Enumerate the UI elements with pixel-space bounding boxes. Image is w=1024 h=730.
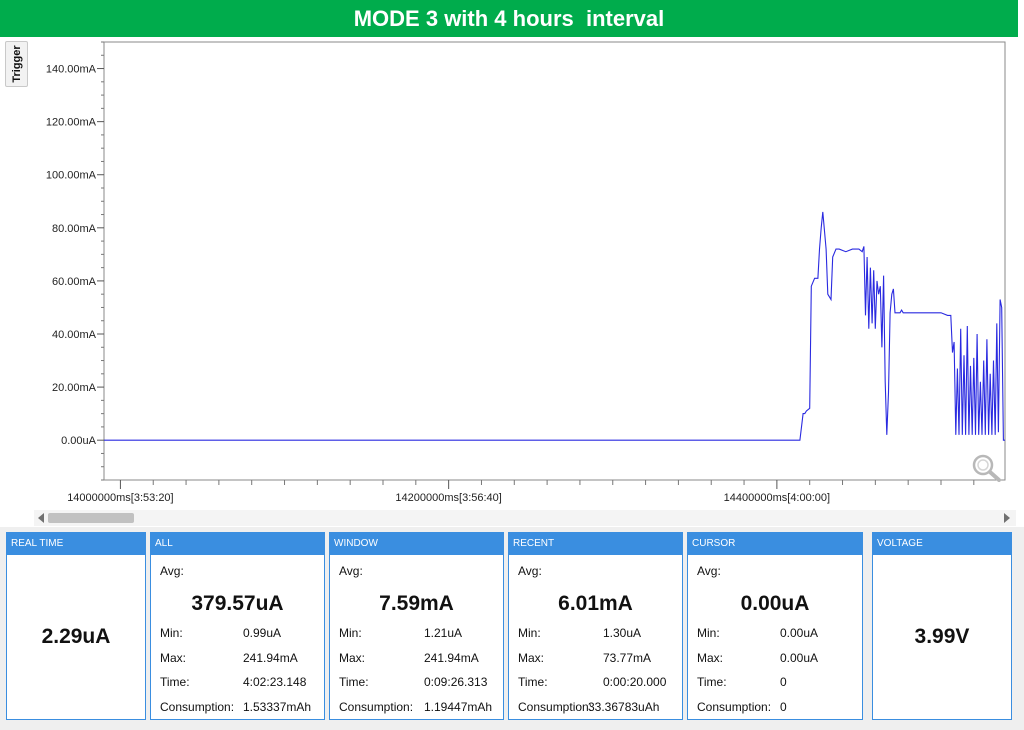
y-tick-label: 0.00uA	[61, 435, 97, 447]
min-label: Min:	[160, 626, 183, 640]
max-label: Max:	[697, 651, 724, 665]
panel-header: RECENT	[509, 533, 682, 555]
time-label: Time:	[339, 675, 369, 689]
avg-value: 7.59mA	[379, 592, 454, 615]
horizontal-scrollbar[interactable]	[34, 510, 1016, 526]
avg-label: Avg:	[518, 564, 542, 578]
min-value: 0.00uA	[780, 626, 819, 640]
realtime-value: 2.29uA	[41, 625, 111, 648]
title-banner: MODE 3 with 4 hours interval	[0, 0, 1018, 37]
min-value: 1.21uA	[424, 626, 463, 640]
consumption-value: 33.36783uAh	[588, 700, 660, 714]
y-tick-label: 20.00mA	[52, 382, 97, 394]
min-label: Min:	[518, 626, 541, 640]
panel-header: VOLTAGE	[873, 533, 1011, 555]
avg-value: 379.57uA	[191, 592, 284, 615]
panel-header: WINDOW	[330, 533, 503, 555]
plot-area	[103, 41, 1006, 481]
time-label: Time:	[518, 675, 548, 689]
max-label: Max:	[339, 651, 366, 665]
time-value: 0:09:26.313	[424, 675, 488, 689]
time-value: 0	[780, 675, 787, 689]
consumption-value: 1.53337mAh	[243, 700, 312, 714]
x-tick-label: 14200000ms[3:56:40]	[395, 492, 501, 504]
time-value: 0:00:20.000	[603, 675, 667, 689]
panel-header: REAL TIME	[7, 533, 145, 555]
x-tick-label: 14000000ms[3:53:20]	[67, 492, 173, 504]
time-label: Time:	[697, 675, 727, 689]
time-value: 4:02:23.148	[243, 675, 307, 689]
y-tick-label: 140.00mA	[46, 64, 97, 76]
consumption-label: Consumption:	[160, 700, 235, 714]
trigger-button[interactable]: Trigger	[5, 41, 28, 87]
current-trace-line	[104, 211, 1005, 441]
panel-realtime: REAL TIME 2.29uA	[6, 532, 146, 720]
y-tick-label: 40.00mA	[52, 329, 97, 341]
y-tick-label: 60.00mA	[52, 276, 97, 288]
max-label: Max:	[160, 651, 187, 665]
voltage-value: 3.99V	[914, 625, 970, 648]
magnifier-icon[interactable]	[969, 452, 1003, 482]
x-tick-label: 14400000ms[4:00:00]	[724, 492, 830, 504]
y-tick-label: 80.00mA	[52, 223, 97, 235]
arrow-right-icon[interactable]	[1004, 513, 1010, 523]
avg-label: Avg:	[160, 564, 184, 578]
consumption-label: Consumption:	[697, 700, 772, 714]
max-label: Max:	[518, 651, 545, 665]
panel-recent: RECENT Avg: 6.01mA Min: 1.30uA Max: 73.7…	[508, 532, 683, 720]
avg-label: Avg:	[339, 564, 363, 578]
consumption-label: Consumption:	[518, 700, 593, 714]
max-value: 241.94mA	[243, 651, 298, 665]
y-tick-label: 120.00mA	[46, 117, 97, 129]
min-value: 1.30uA	[603, 626, 642, 640]
consumption-value: 0	[780, 700, 787, 714]
max-value: 241.94mA	[424, 651, 479, 665]
panel-all: ALL Avg: 379.57uA Min: 0.99uA Max: 241.9…	[150, 532, 325, 720]
panel-cursor: CURSOR Avg: 0.00uA Min: 0.00uA Max: 0.00…	[687, 532, 863, 720]
avg-label: Avg:	[697, 564, 721, 578]
current-chart[interactable]: 0.00uA 20.00mA 40.00mA 60.00mA 80.00mA 100.00…	[0, 37, 1024, 509]
max-value: 73.77mA	[603, 651, 652, 665]
time-label: Time:	[160, 675, 190, 689]
panel-header: CURSOR	[688, 533, 862, 555]
min-value: 0.99uA	[243, 626, 282, 640]
consumption-label: Consumption:	[339, 700, 414, 714]
min-label: Min:	[697, 626, 720, 640]
avg-value: 6.01mA	[558, 592, 633, 615]
max-value: 0.00uA	[780, 651, 819, 665]
arrow-left-icon[interactable]	[38, 513, 44, 523]
panel-window: WINDOW Avg: 7.59mA Min: 1.21uA Max: 241.…	[329, 532, 504, 720]
panel-voltage: VOLTAGE 3.99V	[872, 532, 1012, 720]
panel-header: ALL	[151, 533, 324, 555]
scrollbar-thumb[interactable]	[48, 513, 134, 523]
consumption-value: 1.19447mAh	[424, 700, 493, 714]
y-tick-label: 100.00mA	[46, 170, 97, 182]
banner-edge	[1018, 0, 1024, 62]
min-label: Min:	[339, 626, 362, 640]
avg-value: 0.00uA	[740, 592, 810, 615]
